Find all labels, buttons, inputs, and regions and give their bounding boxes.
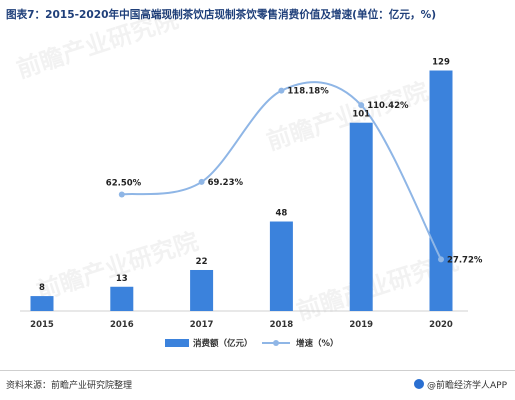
bar-2017 — [190, 269, 214, 311]
growth-point-2020 — [438, 256, 444, 263]
bar-label-2017: 22 — [196, 257, 208, 267]
x-tick-2020: 2020 — [429, 320, 453, 330]
growth-point-2017 — [198, 178, 205, 185]
legend-bar-swatch — [165, 339, 189, 347]
growth-labels: 62.50% 69.23% 118.18% 110.42% 27.72% — [106, 87, 483, 266]
svg-text:前瞻产业研究院: 前瞻产业研究院 — [13, 5, 181, 84]
growth-label-2017: 69.23% — [208, 178, 244, 188]
bar-label-2019: 101 — [352, 110, 370, 120]
bar-label-2018: 48 — [275, 209, 287, 219]
bar-label-2015: 8 — [39, 283, 45, 293]
bar-2018 — [269, 221, 293, 311]
growth-point-2019 — [358, 102, 365, 109]
growth-label-2018: 118.18% — [287, 87, 329, 97]
legend-bar-label: 消费额（亿元） — [193, 338, 253, 349]
x-tick-2019: 2019 — [349, 320, 373, 330]
bar-label-2020: 129 — [432, 58, 450, 68]
bar-label-2016: 13 — [116, 274, 128, 284]
x-tick-2015: 2015 — [30, 320, 54, 330]
source-note: 资料来源：前瞻产业研究院整理 — [6, 381, 133, 391]
growth-points — [118, 87, 444, 263]
growth-point-2018 — [278, 87, 285, 94]
chart-title: 图表7：2015-2020年中国高端现制茶饮店现制茶饮零售消费价值及增速(单位：… — [6, 9, 437, 21]
legend-line-marker — [273, 340, 279, 346]
chart: 前瞻产业研究院 前瞻产业研究院 前瞻产业研究院 前瞻产业研究院 8 13 22 48 1… — [13, 5, 483, 349]
brand-credit: @前瞻经济学人APP — [413, 378, 507, 391]
legend: 消费额（亿元） 增速（%） — [165, 338, 339, 349]
growth-point-2016 — [118, 191, 125, 198]
legend-line-label: 增速（%） — [296, 338, 339, 349]
brand-logo-icon — [413, 379, 424, 389]
x-tick-2016: 2016 — [110, 320, 134, 330]
bar-labels: 8 13 22 48 101 129 — [39, 58, 450, 294]
growth-label-2016: 62.50% — [106, 178, 142, 188]
watermarks: 前瞻产业研究院 前瞻产业研究院 前瞻产业研究院 前瞻产业研究院 — [13, 5, 461, 326]
bar-2019 — [349, 122, 373, 311]
brand-text: @前瞻经济学人APP — [426, 381, 507, 391]
growth-label-2019: 110.42% — [367, 101, 409, 111]
bar-2020 — [429, 70, 453, 311]
bar-2015 — [30, 296, 54, 311]
bar-2016 — [110, 286, 134, 311]
x-tick-labels: 2015 2016 2017 2018 2019 2020 — [30, 320, 453, 330]
bars — [30, 70, 453, 311]
footer-divider — [0, 370, 515, 371]
x-tick-2018: 2018 — [270, 320, 294, 330]
x-tick-2017: 2017 — [190, 320, 214, 330]
growth-label-2020: 27.72% — [447, 255, 483, 265]
